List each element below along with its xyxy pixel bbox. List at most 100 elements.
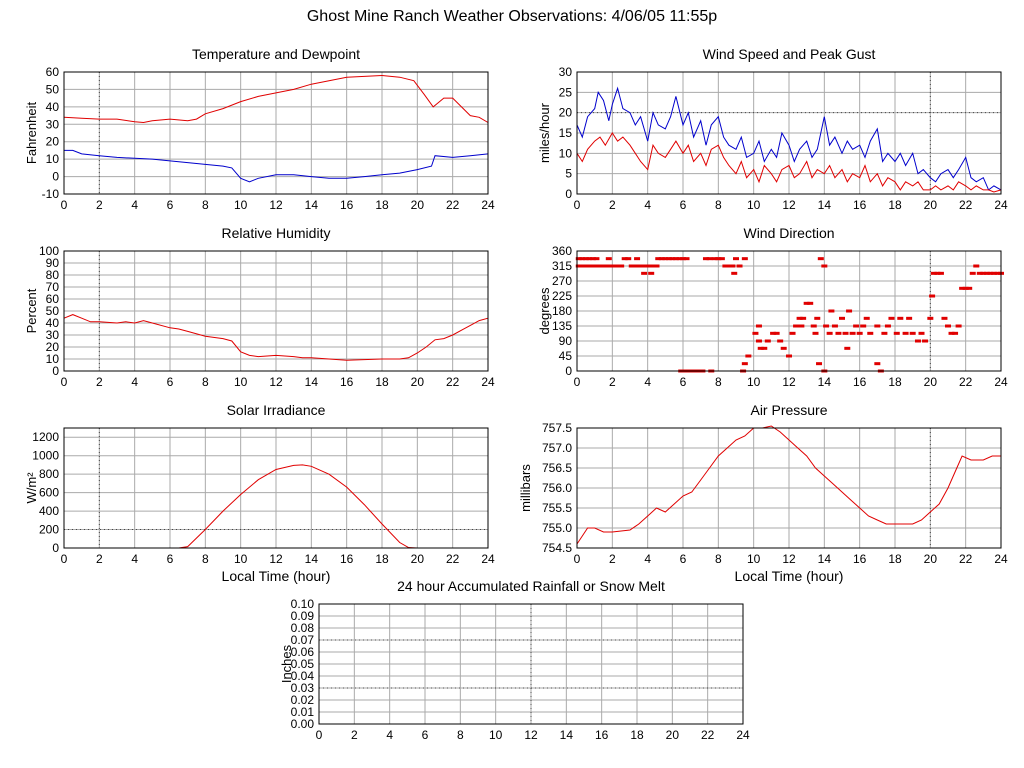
data-point <box>665 257 672 261</box>
series-line-0 <box>576 425 1001 545</box>
x-tick-label: 2 <box>609 375 616 389</box>
y-tick-label: 40 <box>46 316 60 330</box>
data-point <box>860 324 867 328</box>
x-tick-label: 2 <box>96 198 103 212</box>
series-line-1 <box>64 149 489 183</box>
x-tick-label: 14 <box>818 552 832 566</box>
y-tick-label: 200 <box>39 523 59 537</box>
y-tick-label: 757.5 <box>542 421 572 435</box>
data-point <box>755 324 762 328</box>
x-tick-label: 12 <box>782 552 796 566</box>
y-tick-label: 315 <box>552 259 572 273</box>
data-point <box>816 362 823 366</box>
data-point <box>941 316 948 320</box>
x-tick-label: 8 <box>202 552 209 566</box>
y-axis-label: degrees <box>537 287 552 334</box>
x-tick-label: 4 <box>644 198 651 212</box>
y-tick-label: 60 <box>46 65 60 79</box>
data-point <box>755 339 762 343</box>
x-tick-label: 10 <box>234 375 248 389</box>
x-tick-label: 18 <box>888 198 902 212</box>
data-point <box>733 257 739 261</box>
x-tick-label: 6 <box>167 198 174 212</box>
x-tick-label: 20 <box>666 728 680 742</box>
data-point <box>618 264 625 268</box>
data-point <box>630 264 637 268</box>
data-point <box>586 257 593 261</box>
plot-frame <box>576 71 1002 195</box>
x-tick-label: 20 <box>411 375 425 389</box>
x-tick-label: 0 <box>574 375 581 389</box>
x-tick-label: 18 <box>630 728 644 742</box>
y-tick-label: 0.01 <box>291 705 315 719</box>
x-tick-label: 18 <box>375 552 389 566</box>
data-point <box>780 346 787 350</box>
y-tick-label: 20 <box>559 106 573 120</box>
data-point <box>849 331 856 335</box>
x-tick-label: 8 <box>457 728 464 742</box>
data-point <box>648 271 655 275</box>
y-tick-label: 0.08 <box>291 621 315 635</box>
x-tick-label: 24 <box>481 552 495 566</box>
x-tick-label: 12 <box>269 198 283 212</box>
data-point <box>731 271 738 275</box>
data-point <box>729 264 736 268</box>
data-point <box>579 257 586 261</box>
data-point <box>828 309 835 313</box>
x-tick-label: 16 <box>853 198 867 212</box>
x-tick-label: 18 <box>888 552 902 566</box>
data-point <box>966 286 973 290</box>
y-tick-label: 0.03 <box>291 681 315 695</box>
x-tick-label: 24 <box>481 375 495 389</box>
chart-title: 24 hour Accumulated Rainfall or Snow Mel… <box>397 578 665 594</box>
series-line-0 <box>63 74 489 124</box>
x-tick-label: 16 <box>853 375 867 389</box>
y-tick-label: 60 <box>46 292 60 306</box>
data-point <box>702 257 709 261</box>
data-point <box>770 331 777 335</box>
series-line-1 <box>576 132 1002 193</box>
data-point <box>909 331 916 335</box>
x-tick-label: 14 <box>305 198 319 212</box>
x-tick-label: 24 <box>994 375 1008 389</box>
plot-frame <box>576 427 1002 549</box>
data-point <box>715 257 722 261</box>
plot-frame <box>63 71 489 195</box>
data-point <box>934 271 941 275</box>
data-point <box>839 316 845 320</box>
y-tick-label: 45 <box>559 349 573 363</box>
x-tick-label: 22 <box>701 728 715 742</box>
x-tick-label: 4 <box>644 375 651 389</box>
data-point <box>959 286 966 290</box>
data-point <box>611 264 618 268</box>
x-tick-label: 14 <box>305 375 319 389</box>
x-tick-label: 0 <box>61 552 68 566</box>
data-point <box>761 346 768 350</box>
x-axis-label: Local Time (hour) <box>735 568 844 584</box>
data-point <box>741 257 748 261</box>
x-tick-label: 6 <box>167 375 174 389</box>
y-tick-label: 50 <box>46 304 60 318</box>
y-tick-label: 25 <box>559 85 573 99</box>
x-tick-label: 14 <box>560 728 574 742</box>
data-point <box>575 257 582 261</box>
y-tick-label: 270 <box>552 274 572 288</box>
x-tick-label: 22 <box>959 198 973 212</box>
data-point <box>973 264 980 268</box>
x-tick-label: 8 <box>715 375 722 389</box>
data-point <box>881 331 888 335</box>
x-tick-label: 14 <box>818 198 832 212</box>
x-tick-label: 4 <box>386 728 393 742</box>
y-tick-label: 100 <box>39 244 59 258</box>
y-tick-label: 20 <box>46 135 60 149</box>
x-tick-label: 6 <box>167 552 174 566</box>
data-point <box>812 331 819 335</box>
series-line-0 <box>576 86 1002 191</box>
y-tick-label: 400 <box>39 504 59 518</box>
data-point <box>745 354 752 358</box>
data-point <box>796 316 803 320</box>
